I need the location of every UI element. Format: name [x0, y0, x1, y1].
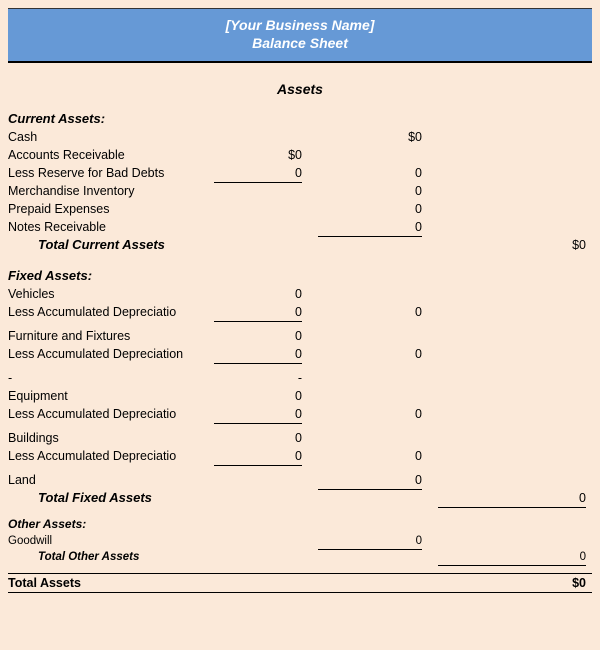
label: Total Current Assets	[8, 236, 208, 254]
col2: 0	[308, 345, 428, 363]
col1: 0	[208, 405, 308, 423]
col1: 0	[208, 345, 308, 363]
label: -	[8, 369, 208, 387]
row-vehicles: Vehicles 0	[8, 285, 592, 303]
col2: 0	[308, 200, 428, 218]
sheet-title: Balance Sheet	[8, 35, 592, 51]
row-trunc: - -	[8, 369, 592, 387]
col1: 0	[208, 327, 308, 345]
col1: 0	[208, 303, 308, 321]
row-total-current: Total Current Assets $0	[8, 236, 592, 254]
label: Equipment	[8, 387, 208, 405]
business-name: [Your Business Name]	[8, 17, 592, 33]
label: Goodwill	[8, 533, 208, 549]
col2: 0	[308, 218, 428, 236]
col1: 0	[208, 164, 308, 182]
label: Land	[8, 471, 208, 489]
col3: 0	[428, 549, 592, 565]
row-equipment-dep: Less Accumulated Depreciatio 0 0	[8, 405, 592, 423]
label: Total Fixed Assets	[8, 489, 208, 507]
col2: 0	[308, 303, 428, 321]
col1: 0	[208, 387, 308, 405]
label: Less Accumulated Depreciatio	[8, 405, 208, 423]
row-buildings: Buildings 0	[8, 429, 592, 447]
label: Prepaid Expenses	[8, 200, 208, 218]
label: Less Accumulated Depreciatio	[8, 447, 208, 465]
col2: 0	[308, 405, 428, 423]
row-furniture-dep: Less Accumulated Depreciation 0 0	[8, 345, 592, 363]
col2: 0	[308, 164, 428, 182]
col1: -	[208, 369, 308, 387]
col1: 0	[208, 447, 308, 465]
row-total-fixed: Total Fixed Assets 0	[8, 489, 592, 507]
col3: $0	[428, 576, 592, 590]
fixed-assets-title: Fixed Assets:	[8, 268, 592, 283]
col2	[308, 576, 428, 590]
row-total-assets: Total Assets $0	[8, 573, 592, 593]
col1: 0	[208, 429, 308, 447]
row-notes: Notes Receivable 0	[8, 218, 592, 236]
label: Furniture and Fixtures	[8, 327, 208, 345]
row-vehicles-dep: Less Accumulated Depreciatio 0 0	[8, 303, 592, 321]
col2: 0	[308, 471, 428, 489]
header-block: [Your Business Name] Balance Sheet	[8, 8, 592, 63]
row-equipment: Equipment 0	[8, 387, 592, 405]
section-assets-title: Assets	[8, 81, 592, 97]
col1	[208, 576, 308, 590]
label: Merchandise Inventory	[8, 182, 208, 200]
row-buildings-dep: Less Accumulated Depreciatio 0 0	[8, 447, 592, 465]
label: Less Accumulated Depreciatio	[8, 303, 208, 321]
row-cash: Cash $0	[8, 128, 592, 146]
col2: $0	[308, 128, 428, 146]
col2: 0	[308, 447, 428, 465]
col1: 0	[208, 285, 308, 303]
row-total-other: Total Other Assets 0	[8, 549, 592, 565]
row-inventory: Merchandise Inventory 0	[8, 182, 592, 200]
row-prepaid: Prepaid Expenses 0	[8, 200, 592, 218]
label: Vehicles	[8, 285, 208, 303]
row-goodwill: Goodwill 0	[8, 533, 592, 549]
col2: 0	[308, 533, 428, 549]
col3: $0	[428, 236, 592, 254]
col2: 0	[308, 182, 428, 200]
row-bad-debts: Less Reserve for Bad Debts 0 0	[8, 164, 592, 182]
label: Less Reserve for Bad Debts	[8, 164, 208, 182]
row-furniture: Furniture and Fixtures 0	[8, 327, 592, 345]
label: Total Other Assets	[8, 549, 208, 565]
balance-sheet-page: [Your Business Name] Balance Sheet Asset…	[0, 0, 600, 650]
label: Buildings	[8, 429, 208, 447]
current-assets-title: Current Assets:	[8, 111, 592, 126]
row-ar: Accounts Receivable $0	[8, 146, 592, 164]
col1: $0	[208, 146, 308, 164]
row-land: Land 0	[8, 471, 592, 489]
col3: 0	[428, 489, 592, 507]
label: Accounts Receivable	[8, 146, 208, 164]
other-assets-title: Other Assets:	[8, 517, 592, 531]
label: Notes Receivable	[8, 218, 208, 236]
label: Cash	[8, 128, 208, 146]
label: Total Assets	[8, 576, 208, 590]
label: Less Accumulated Depreciation	[8, 345, 208, 363]
